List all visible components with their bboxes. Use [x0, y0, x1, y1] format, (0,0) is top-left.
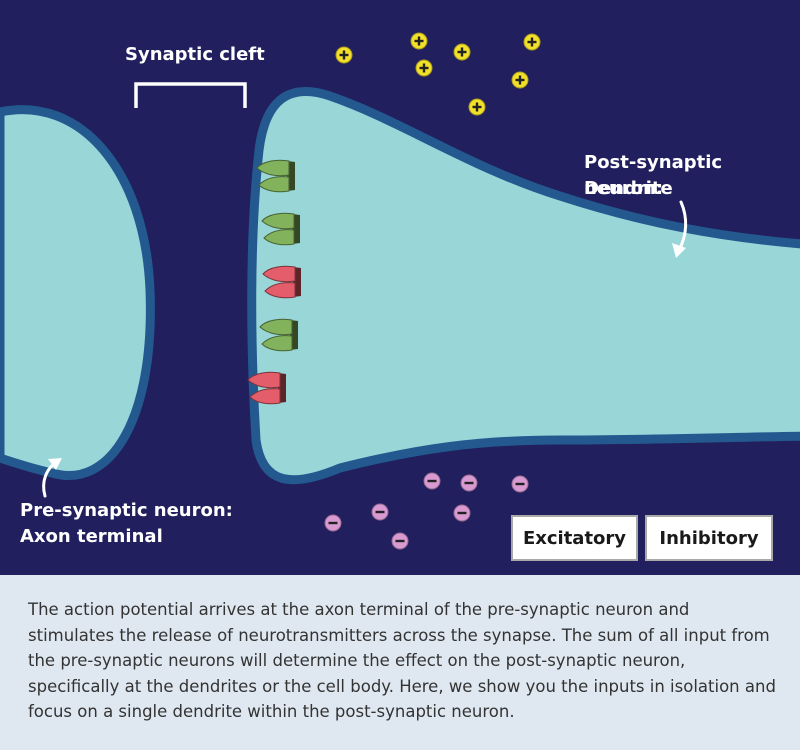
negative-ion	[424, 473, 440, 489]
excitatory-button[interactable]: Excitatory	[511, 515, 638, 561]
positive-ion	[454, 44, 470, 60]
positive-ion	[524, 34, 540, 50]
positive-ion	[336, 47, 352, 63]
negative-ion	[461, 475, 477, 491]
negative-ion	[454, 505, 470, 521]
positive-ion	[416, 60, 432, 76]
caption-text: The action potential arrives at the axon…	[0, 575, 800, 750]
pre-synaptic-label-line2: Axon terminal	[20, 524, 163, 550]
negative-ion	[392, 533, 408, 549]
positive-ion	[469, 99, 485, 115]
negative-ion	[512, 476, 528, 492]
pre-synaptic-label-line1: Pre-synaptic neuron:	[20, 498, 233, 524]
inhibitory-button[interactable]: Inhibitory	[645, 515, 773, 561]
positive-ion	[512, 72, 528, 88]
synapse-illustration	[0, 0, 800, 575]
post-synaptic-label-line2: Dendrite	[584, 176, 673, 202]
negative-ion	[325, 515, 341, 531]
positive-ion	[411, 33, 427, 49]
pre-synaptic-axon-terminal	[0, 110, 150, 476]
negative-ion	[372, 504, 388, 520]
synapse-diagram: Synaptic cleft Post-synaptic neuron: Den…	[0, 0, 800, 575]
synaptic-cleft-bracket	[136, 84, 245, 108]
synaptic-cleft-label: Synaptic cleft	[125, 42, 265, 68]
